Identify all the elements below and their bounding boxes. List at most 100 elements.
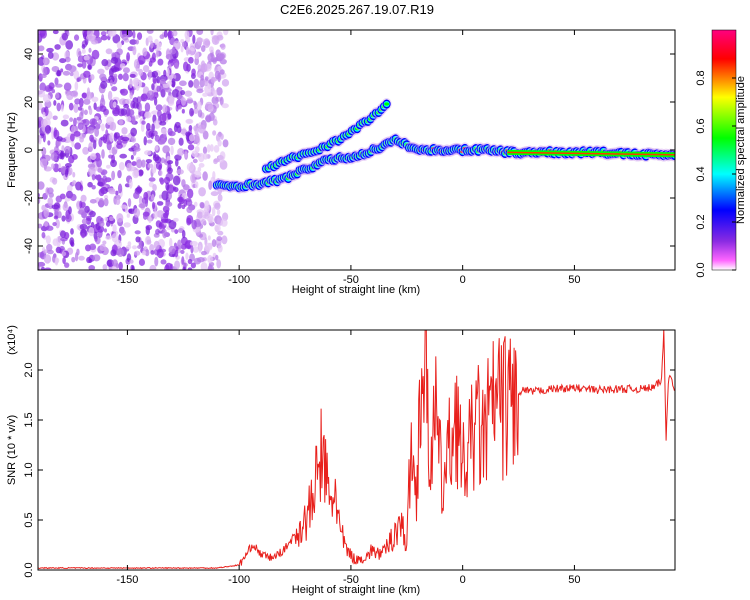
snr-background [38, 330, 675, 570]
noise-speckle [79, 136, 84, 143]
noise-speckle [132, 102, 139, 109]
noise-speckle [146, 30, 154, 34]
noise-speckle [102, 264, 108, 270]
noise-speckle [166, 68, 170, 76]
noise-speckle [133, 146, 141, 152]
noise-speckle [147, 163, 154, 169]
noise-speckle [174, 260, 181, 270]
noise-speckle [204, 40, 211, 46]
snr-y-label: SNR (10 * v/v) [6, 415, 18, 485]
noise-speckle [46, 243, 53, 252]
noise-speckle [167, 113, 172, 120]
noise-speckle [105, 48, 113, 55]
noise-speckle [209, 144, 214, 152]
noise-speckle [195, 133, 200, 143]
noise-speckle [155, 220, 162, 228]
noise-speckle [81, 59, 87, 69]
noise-speckle [153, 240, 160, 250]
noise-speckle [76, 248, 80, 256]
snr-frame [37, 329, 676, 571]
noise-speckle [103, 198, 109, 207]
noise-speckle [211, 239, 217, 247]
noise-speckle [121, 127, 128, 135]
noise-speckle [42, 94, 51, 103]
noise-speckle [77, 209, 86, 215]
snr-panel: -150 -100 -50 0 50 0.0 0.5 1.0 1.5 2.0 Height of… [6, 325, 676, 596]
noise-speckle [70, 125, 76, 133]
noise-speckle [162, 205, 170, 213]
noise-speckle [56, 102, 62, 112]
noise-speckle [89, 118, 98, 126]
noise-speckle [82, 146, 89, 155]
noise-speckle [168, 219, 177, 230]
noise-speckle [111, 52, 116, 58]
noise-speckle [160, 218, 169, 223]
noise-speckle [207, 235, 211, 241]
noise-speckle [205, 101, 213, 110]
noise-speckle [63, 82, 72, 91]
noise-speckle [198, 162, 205, 168]
noise-speckle [40, 30, 47, 34]
noise-speckle [80, 201, 86, 208]
noise-speckle [101, 93, 105, 103]
noise-speckle [196, 211, 203, 219]
noise-speckle [186, 214, 194, 225]
noise-speckle [60, 119, 69, 127]
noise-speckle [85, 215, 92, 221]
noise-speckle [97, 181, 104, 187]
noise-speckle [193, 170, 202, 178]
noise-speckle [131, 115, 136, 125]
noise-speckle [96, 158, 102, 168]
noise-speckle [181, 41, 187, 48]
noise-speckle [160, 259, 167, 265]
spectrogram-x-label: Height of straight line (km) [292, 284, 420, 296]
noise-speckle [132, 169, 140, 179]
noise-speckle [165, 53, 174, 60]
noise-speckle [222, 139, 229, 148]
noise-speckle [52, 115, 58, 121]
noise-speckle [151, 201, 156, 210]
noise-speckle [208, 180, 213, 190]
noise-speckle [108, 149, 113, 154]
noise-speckle [39, 82, 47, 92]
noise-speckle [181, 256, 185, 265]
noise-speckle [129, 92, 133, 100]
noise-speckle [126, 213, 130, 218]
noise-speckle [164, 87, 172, 93]
noise-speckle [70, 228, 74, 235]
noise-speckle [54, 44, 61, 50]
noise-speckle [170, 145, 174, 156]
noise-speckle [121, 33, 129, 41]
noise-speckle [122, 67, 130, 74]
noise-speckle [42, 111, 46, 118]
noise-speckle [133, 250, 141, 256]
noise-speckle [101, 59, 109, 67]
noise-speckle [52, 30, 59, 35]
noise-speckle [168, 245, 177, 255]
noise-speckle [125, 244, 132, 250]
noise-speckle [106, 259, 114, 267]
noise-speckle [143, 136, 147, 146]
noise-speckle [156, 210, 165, 218]
noise-speckle [76, 77, 80, 83]
noise-speckle [38, 45, 45, 52]
noise-speckle [131, 161, 137, 166]
x-tick-label: -150 [116, 274, 138, 286]
x-tick-label: 50 [568, 274, 580, 286]
noise-speckle [193, 201, 198, 207]
noise-speckle [206, 144, 211, 153]
noise-speckle [124, 206, 129, 214]
noise-speckle [212, 90, 218, 98]
y-tick-label: 0.5 [23, 512, 35, 527]
noise-speckle [97, 68, 105, 75]
noise-speckle [196, 101, 202, 111]
noise-speckle [79, 111, 84, 120]
noise-speckle [191, 219, 197, 230]
noise-speckle [38, 89, 46, 98]
noise-speckle [211, 96, 219, 105]
noise-speckle [88, 142, 94, 152]
noise-speckle [146, 139, 153, 144]
noise-speckle [144, 102, 151, 112]
noise-speckle [136, 32, 143, 40]
noise-speckle [111, 170, 116, 181]
